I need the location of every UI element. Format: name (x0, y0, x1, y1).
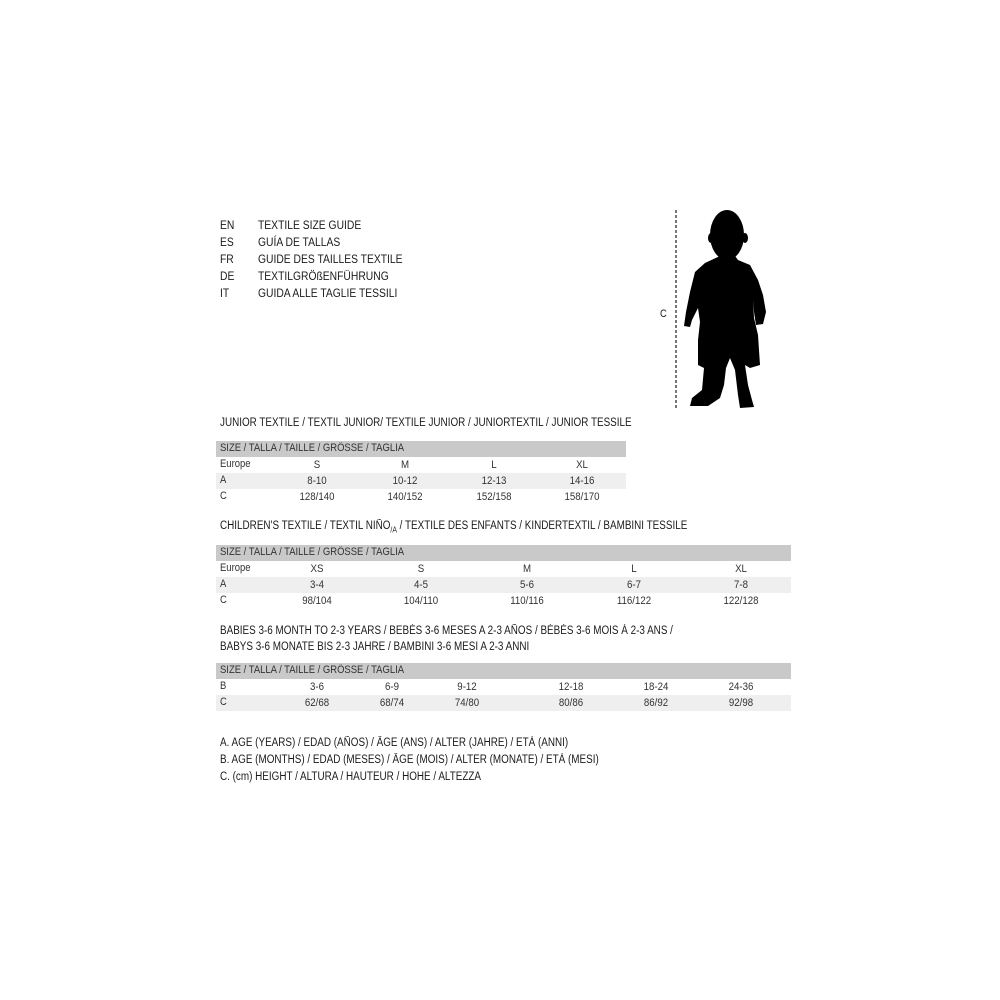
babies-heading-line1: BABIES 3-6 MONTH TO 2-3 YEARS / BEBÉS 3-… (220, 625, 673, 637)
title-en: TEXTILE SIZE GUIDE (258, 218, 362, 232)
cell: 86/92 (643, 697, 669, 709)
heading-subscript: /A (390, 525, 397, 535)
cell: XL (735, 563, 747, 575)
table-row: C 98/104 104/110 110/116 116/122 122/128 (216, 593, 791, 609)
table-header-row: SIZE / TALLA / TAILLE / GRÖSSE / TAGLIA (216, 545, 791, 561)
cell: XL (576, 459, 588, 471)
title-de: TEXTILGRÖßENFÜHRUNG (258, 269, 389, 283)
title-es: GUÍA DE TALLAS (258, 235, 341, 249)
cell: L (631, 563, 637, 575)
cell: 24-36 (728, 681, 754, 693)
cell: 152/158 (476, 491, 512, 503)
cell: 128/140 (299, 491, 335, 503)
junior-heading: JUNIOR TEXTILE / TEXTIL JUNIOR/ TEXTILE … (220, 417, 632, 429)
lang-code-es: ES (220, 235, 234, 249)
cell: 10-12 (392, 475, 418, 487)
legend-a: A. AGE (YEARS) / EDAD (AÑOS) / ÂGE (ANS)… (220, 737, 569, 749)
cell: 8-10 (307, 475, 327, 487)
cell: 7-8 (734, 579, 748, 591)
legend-c: C. (cm) HEIGHT / ALTURA / HAUTEUR / HÖHE… (220, 771, 482, 783)
cell: 122/128 (723, 595, 759, 607)
legend-b: B. AGE (MONTHS) / EDAD (MESES) / ÂGE (MO… (220, 754, 599, 766)
table-row: C 62/68 68/74 74/80 80/86 86/92 92/98 (216, 695, 791, 711)
cell: L (491, 459, 497, 471)
table-row: Europe S M L XL (216, 457, 626, 473)
cell: 140/152 (387, 491, 423, 503)
cell: 3-6 (310, 681, 324, 693)
cell: 3-4 (310, 579, 324, 591)
cell: 6-7 (627, 579, 641, 591)
row-label: C (220, 490, 227, 502)
table-header-row: SIZE / TALLA / TAILLE / GRÖSSE / TAGLIA (216, 663, 791, 679)
babies-heading-line2: BABYS 3-6 MONATE BIS 2-3 JAHRE / BAMBINI… (220, 641, 530, 653)
title-it: GUIDA ALLE TAGLIE TESSILI (258, 286, 398, 300)
cell: S (417, 563, 425, 575)
cell: 18-24 (643, 681, 669, 693)
cell: 12-18 (558, 681, 584, 693)
lang-code-en: EN (220, 218, 235, 232)
header-label: SIZE / TALLA / TAILLE / GRÖSSE / TAGLIA (220, 442, 405, 454)
heading-part: CHILDREN'S TEXTILE / TEXTIL NIÑO (220, 520, 391, 532)
junior-size-table: SIZE / TALLA / TAILLE / GRÖSSE / TAGLIA … (216, 441, 626, 505)
cell: 9-12 (457, 681, 477, 693)
cell: 104/110 (403, 595, 439, 607)
cell: S (313, 459, 321, 471)
table-row: C 128/140 140/152 152/158 158/170 (216, 489, 626, 505)
cell: 14-16 (569, 475, 595, 487)
table-header-row: SIZE / TALLA / TAILLE / GRÖSSE / TAGLIA (216, 441, 626, 457)
table-row: B 3-6 6-9 9-12 12-18 18-24 24-36 (216, 679, 791, 695)
cell: 62/68 (304, 697, 330, 709)
cell: 92/98 (728, 697, 754, 709)
children-heading: CHILDREN'S TEXTILE / TEXTIL NIÑO/A / TEX… (220, 520, 687, 534)
lang-code-fr: FR (220, 252, 234, 266)
cell: 116/122 (616, 595, 652, 607)
title-fr: GUIDE DES TAILLES TEXTILE (258, 252, 403, 266)
table-row: A 3-4 4-5 5-6 6-7 7-8 (216, 577, 791, 593)
header-label: SIZE / TALLA / TAILLE / GRÖSSE / TAGLIA (220, 546, 405, 558)
cell: M (400, 459, 410, 471)
cell: 6-9 (385, 681, 399, 693)
row-label: C (220, 594, 227, 606)
children-size-table: SIZE / TALLA / TAILLE / GRÖSSE / TAGLIA … (216, 545, 791, 609)
row-label: B (220, 680, 227, 692)
cell: XS (310, 563, 324, 575)
babies-size-table: SIZE / TALLA / TAILLE / GRÖSSE / TAGLIA … (216, 663, 791, 711)
cell: 158/170 (564, 491, 600, 503)
cell: 12-13 (481, 475, 507, 487)
cell: M (522, 563, 532, 575)
cell: 4-5 (414, 579, 428, 591)
height-label: C (660, 308, 667, 320)
row-label: Europe (220, 458, 251, 470)
table-row: Europe XS S M L XL (216, 561, 791, 577)
cell: 80/86 (558, 697, 584, 709)
lang-code-it: IT (220, 286, 230, 300)
row-label: A (220, 578, 227, 590)
row-label: C (220, 696, 227, 708)
row-label: A (220, 474, 227, 486)
cell: 110/116 (510, 595, 544, 607)
header-label: SIZE / TALLA / TAILLE / GRÖSSE / TAGLIA (220, 664, 405, 676)
child-silhouette-icon (675, 210, 766, 408)
row-label: Europe (220, 562, 251, 574)
cell: 98/104 (302, 595, 332, 607)
cell: 74/80 (454, 697, 480, 709)
cell: 68/74 (379, 697, 405, 709)
lang-code-de: DE (220, 269, 235, 283)
cell: 5-6 (520, 579, 534, 591)
heading-part: / TEXTILE DES ENFANTS / KINDERTEXTIL / B… (396, 520, 688, 532)
table-row: A 8-10 10-12 12-13 14-16 (216, 473, 626, 489)
